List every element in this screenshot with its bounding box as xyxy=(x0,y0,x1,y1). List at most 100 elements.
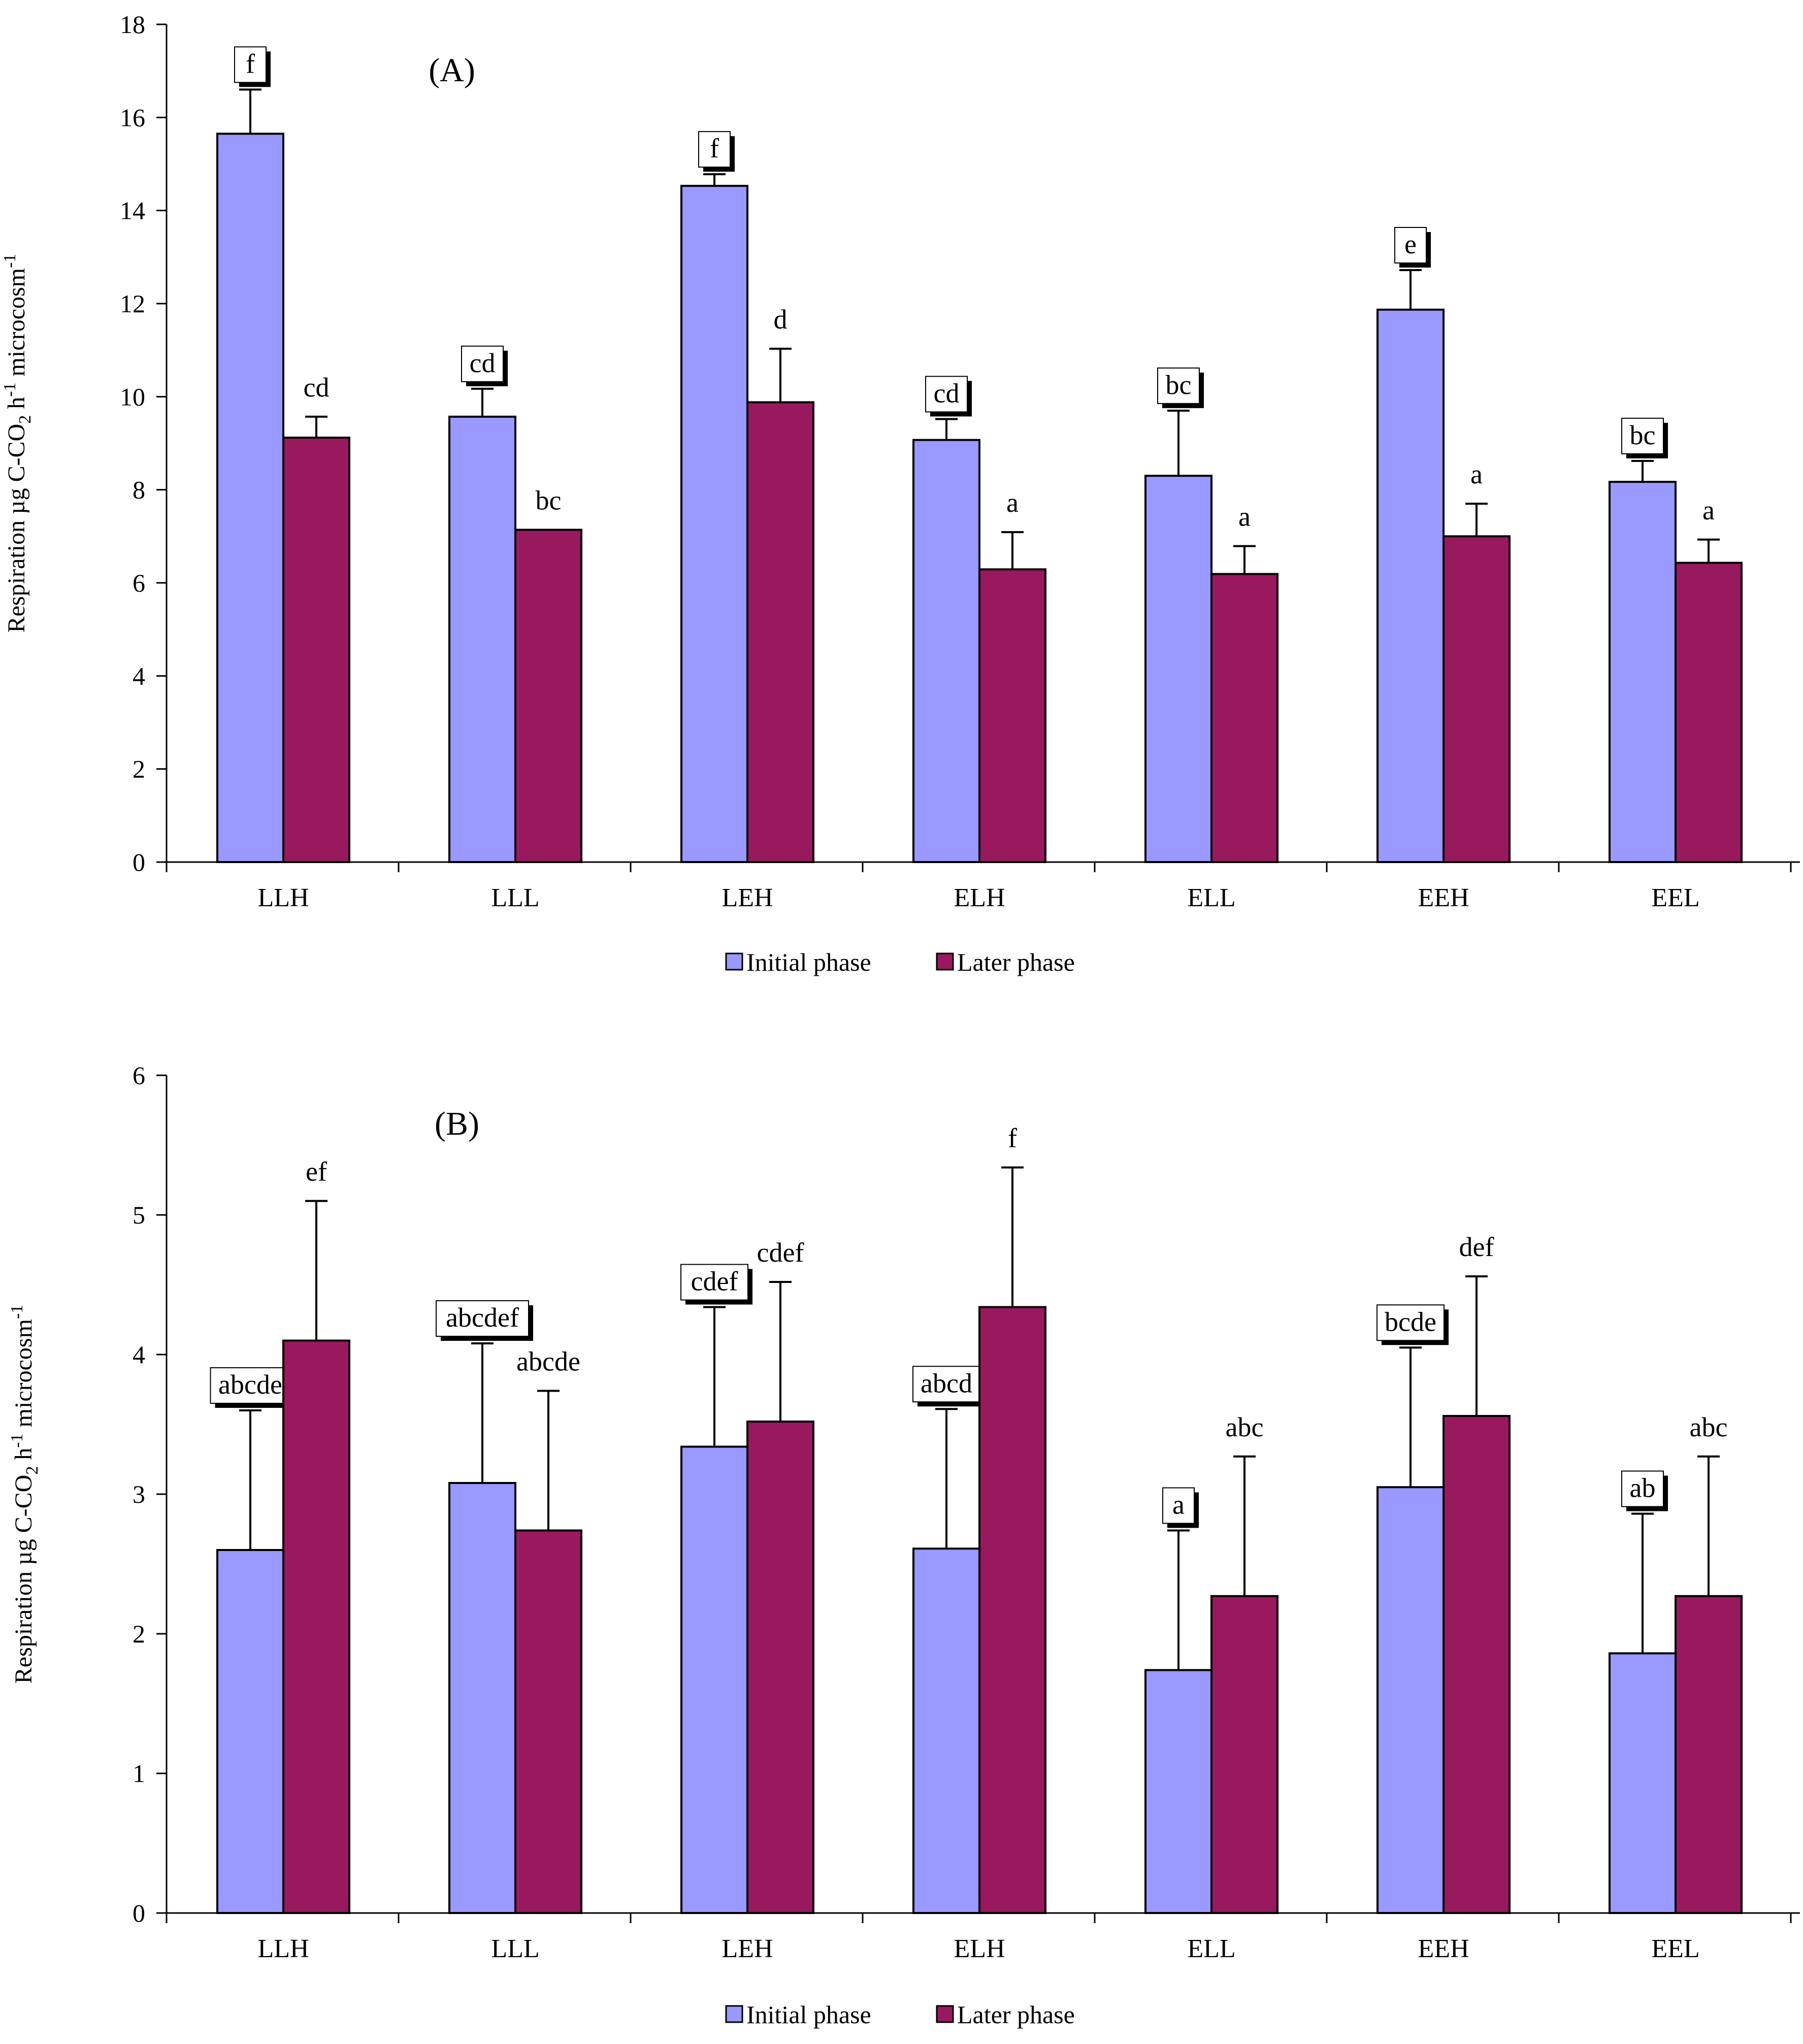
letter-label-box xyxy=(436,1300,529,1337)
significance-letter: f xyxy=(246,48,255,79)
y-tick-label: 1 xyxy=(133,1759,145,1788)
y-tick-label: 14 xyxy=(120,196,145,225)
letter-label-box xyxy=(698,131,731,168)
x-category-label: ELH xyxy=(954,883,1005,912)
later-phase-bar xyxy=(1210,1595,1279,1914)
x-category-label: ELH xyxy=(954,1934,1005,1963)
letter-label-box xyxy=(461,345,504,382)
legend-swatch xyxy=(725,2005,743,2023)
letter-label-box xyxy=(912,1366,980,1403)
significance-letter: abcde xyxy=(218,1369,282,1400)
letter-label-box xyxy=(1394,227,1427,263)
later-phase-bar xyxy=(1210,573,1279,864)
significance-letter: abc xyxy=(1690,1412,1728,1442)
x-category-label: LLH xyxy=(257,1934,309,1963)
legend: Initial phase Later phase xyxy=(725,948,1075,976)
initial-phase-bar xyxy=(912,1547,980,1914)
y-axis-label: Respiration µg C-CO2 h-1 microcosm-1 xyxy=(8,1305,42,1684)
chart-panel-b: 0123456abcdeefLLHabcdefabcdeLLLcdefcdefL… xyxy=(8,1061,1800,2029)
y-tick-label: 10 xyxy=(120,382,145,411)
significance-letter: cd xyxy=(470,348,496,378)
significance-letter: a xyxy=(1702,495,1715,525)
significance-letter: f xyxy=(1008,1123,1017,1153)
initial-phase-bar xyxy=(1376,1486,1445,1914)
significance-letter: bc xyxy=(536,485,562,516)
x-category-label: EEL xyxy=(1651,883,1699,912)
initial-phase-bar xyxy=(1376,308,1445,864)
y-tick-label: 12 xyxy=(120,289,145,318)
significance-letter: f xyxy=(710,133,719,163)
later-phase-bar xyxy=(514,529,582,863)
y-tick-label: 0 xyxy=(133,848,145,876)
x-category-label: LLL xyxy=(491,1934,539,1963)
y-tick-label: 2 xyxy=(133,755,145,783)
x-category-label: LEH xyxy=(722,1934,773,1963)
later-phase-bar xyxy=(1443,535,1511,864)
legend-swatch xyxy=(936,952,954,971)
later-phase-bar xyxy=(282,1339,350,1914)
later-phase-bar xyxy=(1675,562,1743,864)
initial-phase-bar xyxy=(680,1445,748,1914)
significance-letter: bc xyxy=(1630,420,1656,450)
y-tick-label: 5 xyxy=(133,1201,145,1229)
later-phase-bar xyxy=(746,1421,814,1914)
initial-phase-bar xyxy=(448,415,516,863)
y-tick-label: 8 xyxy=(133,476,145,504)
significance-letter: a xyxy=(1238,502,1251,532)
legend-swatch xyxy=(936,2005,954,2023)
initial-phase-bar xyxy=(912,439,980,863)
y-tick-label: 6 xyxy=(133,1061,145,1090)
y-tick-label: 18 xyxy=(120,10,145,39)
panel-title: (A) xyxy=(429,52,475,89)
x-category-label: EEH xyxy=(1418,1934,1469,1963)
letter-label-box xyxy=(1157,367,1200,404)
significance-letter: bc xyxy=(1166,370,1192,400)
significance-letter: d xyxy=(774,304,788,335)
legend-swatch xyxy=(725,952,743,971)
later-phase-bar xyxy=(746,401,814,863)
significance-letter: e xyxy=(1404,229,1417,259)
y-tick-label: 16 xyxy=(120,103,145,131)
initial-phase-bar xyxy=(216,133,284,864)
letter-label-box xyxy=(210,1367,291,1404)
later-phase-bar xyxy=(1675,1595,1743,1914)
significance-letter: abcde xyxy=(516,1346,580,1377)
significance-letter: a xyxy=(1470,459,1483,489)
later-phase-bar xyxy=(1443,1415,1511,1914)
letter-label-box xyxy=(1376,1304,1445,1341)
later-phase-bar xyxy=(514,1529,582,1914)
significance-letter: ab xyxy=(1630,1473,1656,1503)
initial-phase-bar xyxy=(680,185,748,863)
y-tick-label: 0 xyxy=(133,1899,145,1927)
initial-phase-bar xyxy=(1144,1669,1212,1914)
legend-label: Later phase xyxy=(957,2000,1075,2029)
letter-label-box xyxy=(1621,417,1664,454)
y-tick-label: 4 xyxy=(133,662,145,690)
later-phase-bar xyxy=(282,437,350,863)
x-category-label: LLL xyxy=(491,883,539,912)
y-tick-label: 3 xyxy=(133,1480,145,1508)
later-phase-bar xyxy=(978,1306,1046,1914)
significance-letter: abcd xyxy=(921,1368,972,1398)
y-axis-label: Respiration µg C-CO2 h-1 microcosm-1 xyxy=(1,254,35,633)
significance-letter: cdef xyxy=(691,1266,738,1297)
significance-letter: cd xyxy=(934,378,960,408)
legend-label: Initial phase xyxy=(746,2000,871,2029)
x-category-label: EEL xyxy=(1651,1934,1699,1963)
letter-label-box xyxy=(234,46,267,83)
significance-letter: abc xyxy=(1226,1412,1264,1442)
significance-letter: def xyxy=(1459,1232,1494,1262)
letter-label-box xyxy=(1621,1470,1664,1507)
significance-letter: ef xyxy=(306,1157,327,1187)
letter-label-box xyxy=(680,1264,748,1301)
initial-phase-bar xyxy=(1609,1652,1677,1914)
initial-phase-bar xyxy=(216,1549,284,1914)
legend-label: Later phase xyxy=(957,948,1075,976)
legend-label: Initial phase xyxy=(746,948,871,976)
legend: Initial phase Later phase xyxy=(725,2000,1075,2029)
significance-letter: cdef xyxy=(757,1237,804,1268)
significance-letter: a xyxy=(1172,1490,1185,1520)
y-tick-label: 4 xyxy=(133,1340,145,1369)
letter-label-box xyxy=(1162,1487,1195,1524)
